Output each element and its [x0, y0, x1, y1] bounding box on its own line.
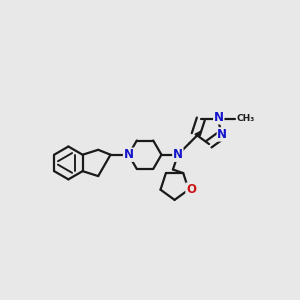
Text: N: N [217, 128, 227, 141]
Text: O: O [186, 183, 196, 196]
Text: N: N [173, 148, 183, 161]
Text: N: N [214, 111, 224, 124]
Text: CH₃: CH₃ [237, 114, 255, 123]
Text: N: N [124, 148, 134, 161]
